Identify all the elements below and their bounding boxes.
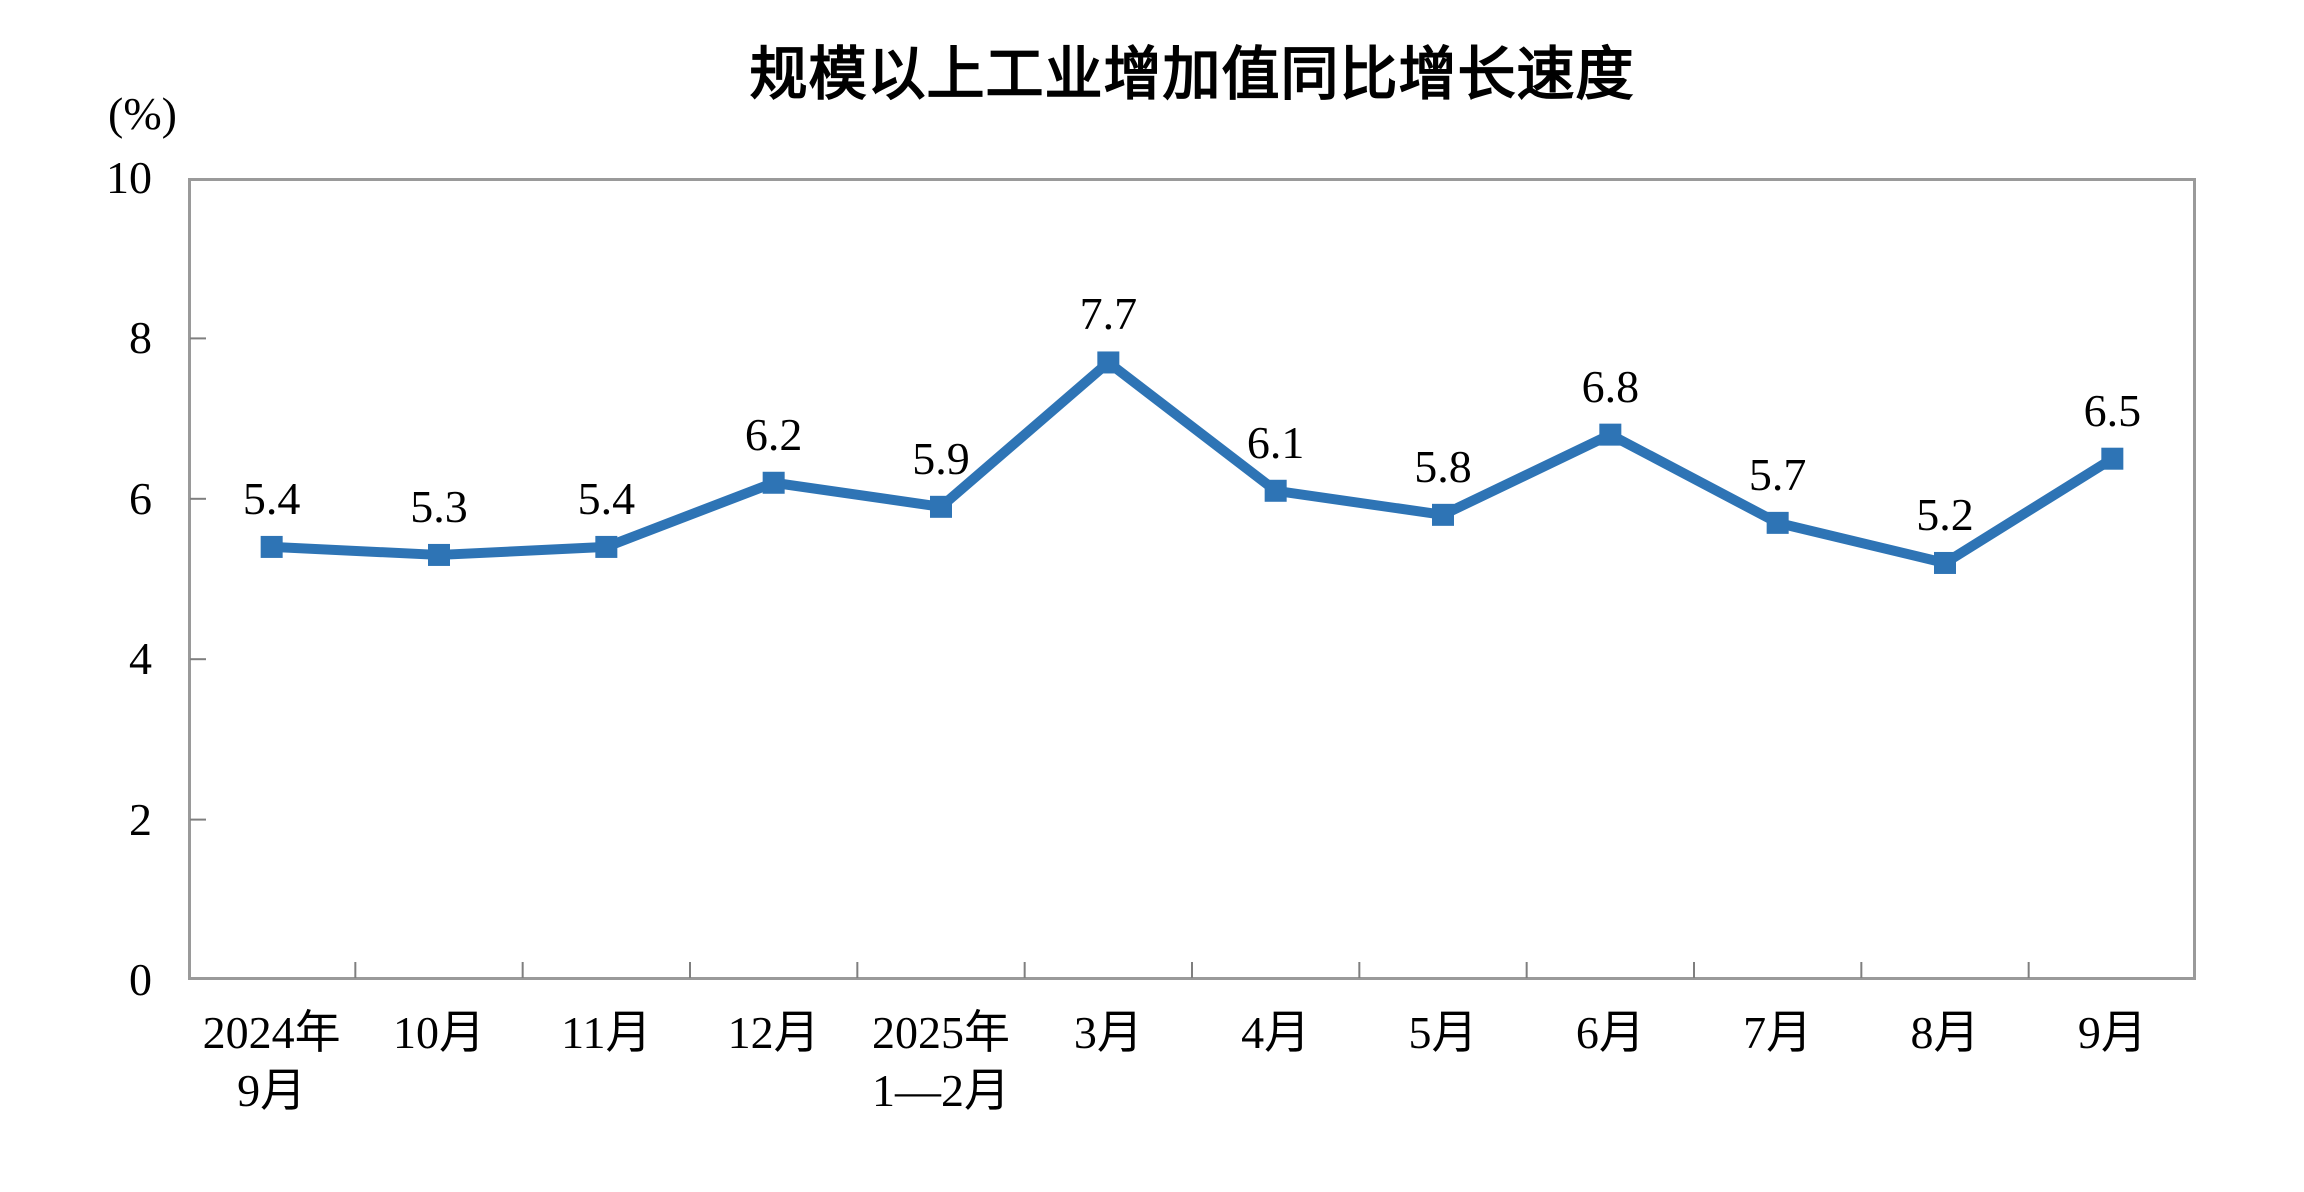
data-point-marker <box>1432 503 1454 526</box>
y-axis-label: 2 <box>129 793 152 845</box>
data-point-marker <box>260 535 283 558</box>
x-axis-label: 6月 <box>1575 1007 1645 1058</box>
x-axis-label: 4月 <box>1241 1007 1311 1058</box>
data-point-marker <box>428 543 450 566</box>
x-axis-label: 7月 <box>1743 1007 1813 1058</box>
data-label: 5.4 <box>577 472 636 524</box>
data-label: 5.2 <box>1916 488 1974 540</box>
x-axis-label: 9月 <box>2077 1007 2147 1058</box>
y-axis-unit-label: (%) <box>108 88 177 139</box>
data-point-marker <box>1934 551 1956 574</box>
data-label: 5.8 <box>1414 440 1472 492</box>
data-point-marker <box>1599 423 1622 446</box>
data-point-marker <box>1097 351 1120 374</box>
x-axis-label: 12月 <box>727 1007 820 1058</box>
data-point-marker <box>762 471 785 494</box>
data-label: 6.8 <box>1581 360 1640 412</box>
data-label: 6.5 <box>2083 384 2142 436</box>
y-axis-label: 8 <box>129 312 152 364</box>
data-label: 7.7 <box>1079 288 1138 340</box>
data-label: 6.2 <box>744 408 803 460</box>
chart-title: 规模以上工业增加值同比增长速度 <box>749 42 1635 107</box>
data-label: 5.7 <box>1748 448 1807 500</box>
data-label: 5.9 <box>912 432 970 484</box>
data-label: 6.1 <box>1246 416 1305 468</box>
plot-border <box>188 178 2196 980</box>
x-axis-label: 3月 <box>1073 1007 1143 1058</box>
data-point-marker <box>1264 479 1287 502</box>
x-axis-label: 11月 <box>561 1007 652 1058</box>
data-point-marker <box>930 495 952 518</box>
data-point-marker <box>595 535 618 558</box>
y-axis-label: 0 <box>129 954 152 1005</box>
y-axis-label: 10 <box>106 152 152 203</box>
data-point-marker <box>2101 447 2124 470</box>
x-axis-label: 2024年 9月 <box>202 1007 341 1116</box>
x-axis-label: 8月 <box>1910 1007 1980 1058</box>
y-axis-label: 4 <box>129 633 152 685</box>
data-label: 5.3 <box>410 480 468 532</box>
y-axis-label: 6 <box>129 472 152 524</box>
x-axis-label: 10月 <box>392 1007 485 1058</box>
data-label: 5.4 <box>242 472 301 524</box>
plot-area <box>188 178 2196 980</box>
x-axis-label: 5月 <box>1408 1007 1478 1058</box>
data-point-marker <box>1766 511 1789 534</box>
x-axis-label: 2025年 1—2月 <box>871 1007 1010 1116</box>
data-line <box>266 357 2118 568</box>
